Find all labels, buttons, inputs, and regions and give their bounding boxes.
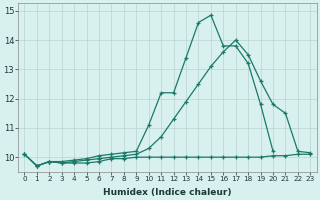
X-axis label: Humidex (Indice chaleur): Humidex (Indice chaleur) — [103, 188, 232, 197]
